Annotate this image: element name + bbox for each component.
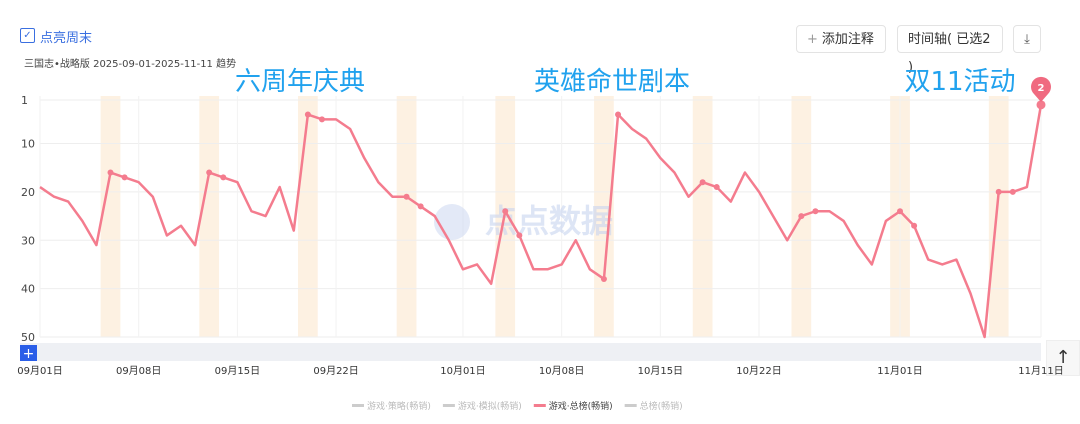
y-tick-label: 40 (21, 283, 35, 296)
legend-swatch (624, 404, 637, 407)
checkbox-label[interactable]: 点亮周末 (40, 31, 93, 46)
y-tick-label: 50 (21, 331, 35, 344)
point (417, 203, 424, 210)
y-tick-label: 10 (21, 138, 35, 151)
time-slider (20, 343, 1041, 361)
legend-label: 游戏·模拟(畅销) (458, 400, 522, 412)
point (1036, 100, 1046, 110)
point (897, 208, 904, 215)
point (699, 179, 706, 186)
point (911, 222, 918, 229)
series-line (39, 104, 1043, 339)
download-button[interactable]: ⤓ (1013, 25, 1041, 53)
point (220, 174, 227, 181)
point (304, 111, 311, 118)
weekend-band (692, 96, 713, 337)
scroll-top-button[interactable]: ↑ (1046, 340, 1080, 376)
legend-label: 游戏·策略(畅销) (367, 400, 431, 412)
x-tick-label: 10月15日 (638, 365, 683, 377)
annotation: 六周年庆典 (235, 67, 365, 97)
point (502, 208, 509, 215)
point (995, 188, 1002, 195)
point (798, 213, 805, 220)
x-tick-label: 09月15日 (215, 365, 260, 377)
weekend-band (199, 96, 220, 337)
legend-swatch (352, 404, 364, 407)
x-tick-label: 10月08日 (539, 365, 584, 377)
annotation: 双11活动 (904, 67, 1015, 97)
x-tick-label: 09月01日 (17, 365, 62, 377)
x-tick-label: 11月01日 (877, 365, 922, 377)
point (713, 184, 720, 191)
x-tick-label: 10月22日 (736, 365, 781, 377)
slider-add-button (20, 345, 37, 361)
point (516, 232, 523, 239)
point (318, 116, 325, 123)
watermark-logo (434, 204, 470, 240)
weekend-band (100, 96, 121, 337)
button-label: 添加注释 (821, 32, 874, 47)
y-tick-label: 1 (21, 94, 28, 107)
subtitle: 三国志•战略版 2025-09-01-2025-11-11 趋势 (24, 59, 237, 70)
point (403, 193, 410, 200)
y-tick-label: 20 (21, 186, 35, 199)
watermark: 点点数据 (485, 202, 613, 240)
weekend-band (988, 96, 1009, 337)
slider-add-icon: + (23, 346, 35, 362)
checkbox[interactable]: ✓ (20, 28, 35, 43)
point (1009, 188, 1016, 195)
point (812, 208, 819, 215)
weekend-band (890, 96, 910, 337)
weekend-band (791, 96, 812, 337)
add-note-button[interactable]: + 添加注释 (796, 25, 886, 53)
point (121, 174, 128, 181)
annotation: 英雄命世剧本 (534, 67, 690, 97)
weekend-band (495, 96, 516, 337)
legend-label: 游戏·总榜(畅销) (549, 400, 613, 412)
x-tick-label: 09月08日 (116, 365, 161, 377)
x-tick-label: 10月01日 (440, 365, 485, 377)
x-tick-label: 09月22日 (313, 365, 358, 377)
y-tick-label: 30 (21, 234, 35, 247)
badge (1031, 76, 1051, 102)
point (206, 169, 213, 176)
timeline-button[interactable]: 时间轴( 已选2 ) (897, 25, 1003, 75)
legend-swatch (442, 404, 455, 407)
weekend-band (298, 96, 318, 337)
legend-swatch (533, 404, 546, 407)
legend-label: 总榜(畅销) (640, 400, 683, 412)
weekend-band (594, 96, 614, 337)
point (107, 169, 114, 176)
point (600, 275, 607, 282)
weekend-band (396, 96, 417, 337)
point (615, 111, 622, 118)
badge-label: 2 (1038, 83, 1045, 94)
